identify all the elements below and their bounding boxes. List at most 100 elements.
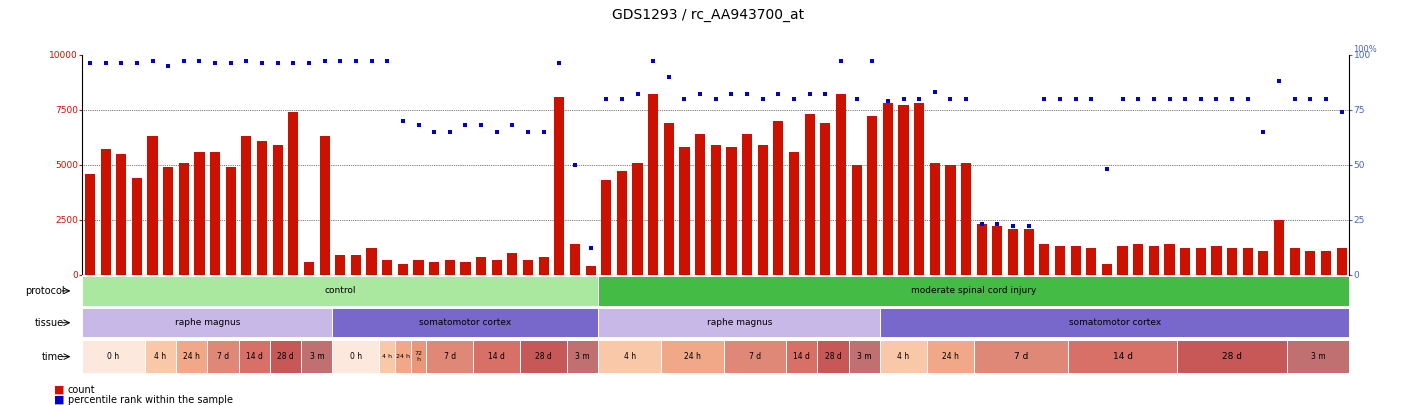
Bar bbox=[460, 262, 470, 275]
Point bbox=[142, 58, 164, 64]
Bar bbox=[445, 260, 455, 275]
Point bbox=[1112, 96, 1134, 102]
Point bbox=[1065, 96, 1087, 102]
Bar bbox=[289, 112, 299, 275]
Point bbox=[1017, 223, 1039, 230]
Bar bbox=[270, 340, 302, 373]
Text: 3 m: 3 m bbox=[575, 352, 590, 361]
Bar bbox=[1008, 229, 1018, 275]
Point bbox=[360, 58, 382, 64]
Point bbox=[641, 58, 664, 64]
Bar bbox=[1321, 251, 1331, 275]
Bar bbox=[520, 340, 568, 373]
Point bbox=[1143, 96, 1165, 102]
Bar bbox=[413, 260, 423, 275]
Point bbox=[939, 96, 961, 102]
Point bbox=[799, 91, 821, 98]
Text: 24 h: 24 h bbox=[942, 352, 959, 361]
Point bbox=[548, 60, 571, 67]
Point bbox=[173, 58, 195, 64]
Text: 4 h: 4 h bbox=[154, 352, 167, 361]
Text: raphe magnus: raphe magnus bbox=[707, 318, 772, 327]
Point bbox=[110, 60, 133, 67]
Bar bbox=[351, 255, 361, 275]
Text: 3 m: 3 m bbox=[1311, 352, 1325, 361]
Bar bbox=[974, 340, 1068, 373]
Bar bbox=[1337, 249, 1347, 275]
Point bbox=[1330, 109, 1352, 115]
Bar bbox=[411, 340, 426, 373]
Text: 14 d: 14 d bbox=[793, 352, 810, 361]
Point bbox=[1252, 128, 1274, 135]
Point bbox=[1174, 96, 1197, 102]
Bar bbox=[993, 226, 1003, 275]
Point bbox=[439, 128, 462, 135]
Bar bbox=[1180, 249, 1191, 275]
Bar bbox=[742, 134, 752, 275]
Text: 14 d: 14 d bbox=[489, 352, 506, 361]
Bar bbox=[915, 103, 925, 275]
Bar bbox=[724, 340, 786, 373]
Point bbox=[1001, 223, 1024, 230]
Point bbox=[1034, 96, 1056, 102]
Point bbox=[752, 96, 775, 102]
Point bbox=[157, 62, 180, 69]
Bar bbox=[210, 151, 221, 275]
Point bbox=[126, 60, 149, 67]
Bar bbox=[1211, 246, 1222, 275]
Bar bbox=[225, 167, 236, 275]
Bar bbox=[144, 340, 176, 373]
Bar bbox=[1195, 249, 1206, 275]
Point bbox=[705, 96, 728, 102]
Bar bbox=[617, 171, 627, 275]
Bar bbox=[569, 244, 581, 275]
Bar bbox=[881, 308, 1349, 337]
Bar bbox=[695, 134, 705, 275]
Text: 0 h: 0 h bbox=[350, 352, 362, 361]
Bar bbox=[1102, 264, 1112, 275]
Point bbox=[954, 96, 977, 102]
Bar bbox=[1228, 249, 1238, 275]
Point bbox=[329, 58, 351, 64]
Point bbox=[892, 96, 915, 102]
Bar bbox=[1039, 244, 1049, 275]
Bar bbox=[586, 266, 596, 275]
Bar bbox=[773, 121, 783, 275]
Text: GDS1293 / rc_AA943700_at: GDS1293 / rc_AA943700_at bbox=[612, 8, 804, 22]
Point bbox=[923, 89, 946, 95]
Bar bbox=[491, 260, 501, 275]
Bar bbox=[1117, 246, 1127, 275]
Text: 100%: 100% bbox=[1354, 45, 1376, 54]
Bar bbox=[946, 165, 956, 275]
Bar bbox=[1259, 251, 1269, 275]
Bar bbox=[256, 141, 268, 275]
Bar bbox=[538, 257, 549, 275]
Text: 3 m: 3 m bbox=[310, 352, 324, 361]
Point bbox=[251, 60, 273, 67]
Bar bbox=[476, 257, 486, 275]
Bar bbox=[194, 151, 204, 275]
Bar bbox=[568, 340, 599, 373]
Text: somatomotor cortex: somatomotor cortex bbox=[419, 318, 511, 327]
Bar bbox=[851, 165, 862, 275]
Text: 4 h: 4 h bbox=[898, 352, 909, 361]
Point bbox=[767, 91, 790, 98]
Bar bbox=[1068, 340, 1177, 373]
Point bbox=[408, 122, 430, 128]
Bar bbox=[82, 340, 144, 373]
Text: time: time bbox=[42, 352, 64, 362]
Bar bbox=[835, 94, 845, 275]
Point bbox=[814, 91, 837, 98]
Bar bbox=[649, 94, 658, 275]
Bar bbox=[927, 340, 974, 373]
Bar bbox=[132, 178, 142, 275]
Bar bbox=[786, 340, 817, 373]
Bar bbox=[85, 174, 95, 275]
Point bbox=[266, 60, 289, 67]
Point bbox=[908, 96, 930, 102]
Bar bbox=[382, 260, 392, 275]
Point bbox=[736, 91, 759, 98]
Bar bbox=[395, 340, 411, 373]
Point bbox=[1049, 96, 1072, 102]
Point bbox=[657, 73, 680, 80]
